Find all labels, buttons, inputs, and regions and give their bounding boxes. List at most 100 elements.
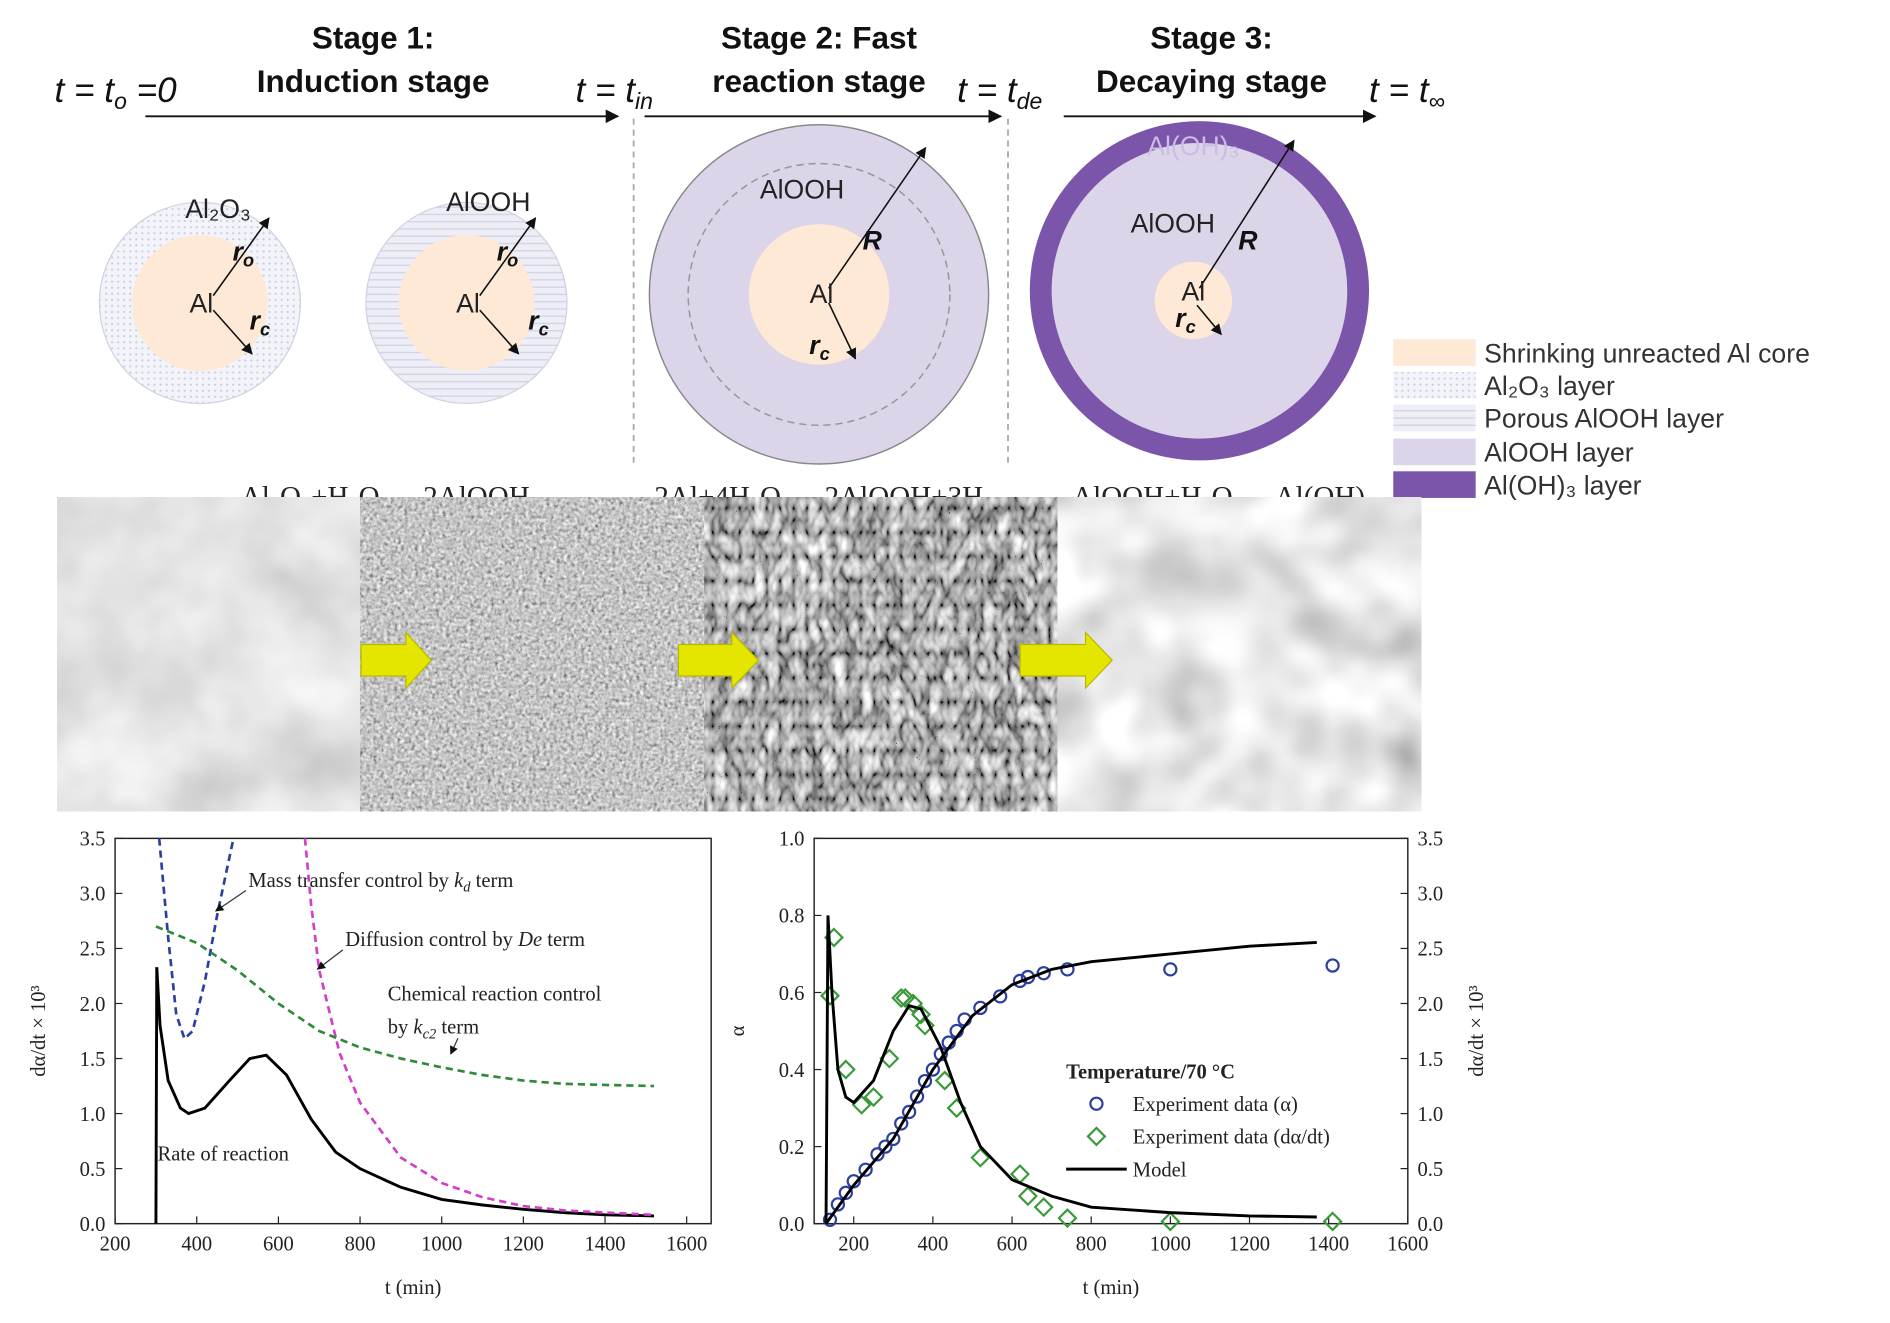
radius-label: ro <box>233 236 254 270</box>
al-core <box>1154 261 1233 340</box>
series-line <box>824 915 1317 1224</box>
sem-images <box>87 523 1391 786</box>
annotation-tail: term <box>436 1016 479 1038</box>
core-label: Al <box>190 289 214 319</box>
x-tick-label: 800 <box>345 1233 376 1255</box>
radius-sub: c <box>1186 317 1196 337</box>
y-tick-label: 0.6 <box>779 983 805 1005</box>
annotation: Diffusion control by De term <box>345 929 585 951</box>
annotation: Rate of reaction <box>158 1144 289 1166</box>
y-axis-label: dα/dt × 10³ <box>28 985 50 1076</box>
annotation-sub: d <box>463 880 471 896</box>
x-tick-label: 200 <box>838 1233 869 1255</box>
particle: AlOOH Al ro rc <box>365 187 568 405</box>
y-tick-label: 0.0 <box>80 1214 106 1236</box>
annotation: Mass transfer control by kd term <box>248 870 513 896</box>
sem-image <box>87 523 388 786</box>
radius-arrow <box>479 309 520 355</box>
layer-label: Al(OH)₃ <box>1147 131 1239 161</box>
data-point <box>910 1004 932 1025</box>
y-tick-label: 3.0 <box>80 884 106 906</box>
legend-label: Porous AlOOH layer <box>1484 404 1724 434</box>
y-tick-label: 1.5 <box>80 1049 106 1071</box>
layer-label: AlOOH <box>760 175 844 205</box>
time-label-sub: ∞ <box>1429 88 1445 114</box>
y-tick-label: 0.8 <box>779 906 805 928</box>
data-point <box>886 1131 901 1147</box>
y2-axis-label: dα/dt × 10³ <box>1466 985 1488 1076</box>
y2-tick-label: 2.5 <box>1418 939 1444 961</box>
y-axis-label: α <box>727 1025 749 1036</box>
series-line <box>154 967 655 1224</box>
time-label-main: t = t <box>1369 71 1430 110</box>
stage-title: reaction stage <box>712 63 926 99</box>
radius-sub: c <box>260 320 270 340</box>
process-arrow <box>360 630 433 690</box>
data-point <box>993 989 1008 1004</box>
radius-main: r <box>497 236 509 266</box>
annotation-text: by <box>388 1016 414 1038</box>
data-point <box>1163 962 1178 977</box>
series-line <box>824 941 1317 1225</box>
legend-label: Al(OH)₃ layer <box>1484 470 1642 500</box>
legend-marker <box>1086 1126 1107 1147</box>
radius-arrow <box>827 302 857 360</box>
core-label: Al <box>456 289 480 319</box>
annotation-arrow <box>316 949 344 970</box>
data-point <box>973 1000 988 1016</box>
legend-label: Experiment data (dα/dt) <box>1133 1127 1330 1149</box>
x-tick-label: 400 <box>917 1233 948 1255</box>
x-tick-label: 1400 <box>584 1233 625 1255</box>
data-point <box>917 1073 933 1089</box>
x-tick-label: 1400 <box>1308 1233 1349 1255</box>
data-point <box>1033 1197 1054 1218</box>
legend-swatch <box>1393 471 1476 498</box>
porous-boundary <box>687 162 951 427</box>
particle: Al(OH)₃ AlOOH Al R rc <box>1029 121 1370 461</box>
al-core <box>132 235 268 371</box>
series-line <box>157 838 235 1042</box>
stage-dividers <box>632 118 1009 467</box>
equation: 2Al+4H₂O → 2AlOOH+3H₂ <box>654 481 993 513</box>
equation: AlOOH+H₂O → Al(OH)₃ <box>1072 481 1375 513</box>
x-tick-label: 1600 <box>666 1233 707 1255</box>
annotation-tail: term <box>542 929 585 951</box>
legend-label: Experiment data (α) <box>1133 1094 1298 1116</box>
time-label-tail: =0 <box>127 71 177 110</box>
plot-frame <box>114 837 712 1225</box>
data-point <box>903 993 924 1014</box>
legend-swatch <box>1393 339 1476 366</box>
stage-title: Stage 3: <box>1150 19 1273 55</box>
time-label: t = t∞ <box>1369 71 1445 114</box>
y2-tick-label: 0.0 <box>1418 1214 1444 1236</box>
data-point <box>878 1139 893 1154</box>
radius-main: r <box>233 236 245 266</box>
time-label-sub: de <box>1017 88 1043 114</box>
x-tick-label: 1600 <box>1387 1233 1428 1255</box>
radius-main: r <box>809 330 821 360</box>
layer-label: Al₂O₃ <box>185 194 251 224</box>
time-label: t = to =0 <box>55 71 178 114</box>
time-label: t = tde <box>957 71 1042 114</box>
legend-label: AlOOH layer <box>1484 438 1634 468</box>
annotation-symbol: De <box>517 929 542 951</box>
annotation-arrow <box>214 889 247 912</box>
y-tick-label: 0.2 <box>779 1137 805 1159</box>
legend-swatch <box>1393 371 1476 399</box>
annotation-tail: term <box>471 870 514 892</box>
radius-label: rc <box>809 330 829 364</box>
x-axis-label: t (min) <box>385 1277 442 1299</box>
stage-title: Decaying stage <box>1096 63 1327 99</box>
y2-tick-label: 3.0 <box>1418 884 1444 906</box>
legend-label: Shrinking unreacted Al core <box>1484 338 1810 368</box>
stage-title: Stage 2: Fast <box>721 19 918 55</box>
charts: 200 400 600 800 1000 1200 1400 16000.00.51.01.5… <box>28 829 1488 1299</box>
radius-label: rc <box>1175 303 1195 337</box>
radius-arrow <box>828 146 927 289</box>
series-line <box>155 925 655 1088</box>
x-tick-label: 1200 <box>1229 1233 1270 1255</box>
plot-frame <box>813 837 1409 1225</box>
y-tick-label: 0.0 <box>779 1214 805 1236</box>
radius-arrow <box>479 217 537 297</box>
x-tick-label: 600 <box>263 1233 294 1255</box>
